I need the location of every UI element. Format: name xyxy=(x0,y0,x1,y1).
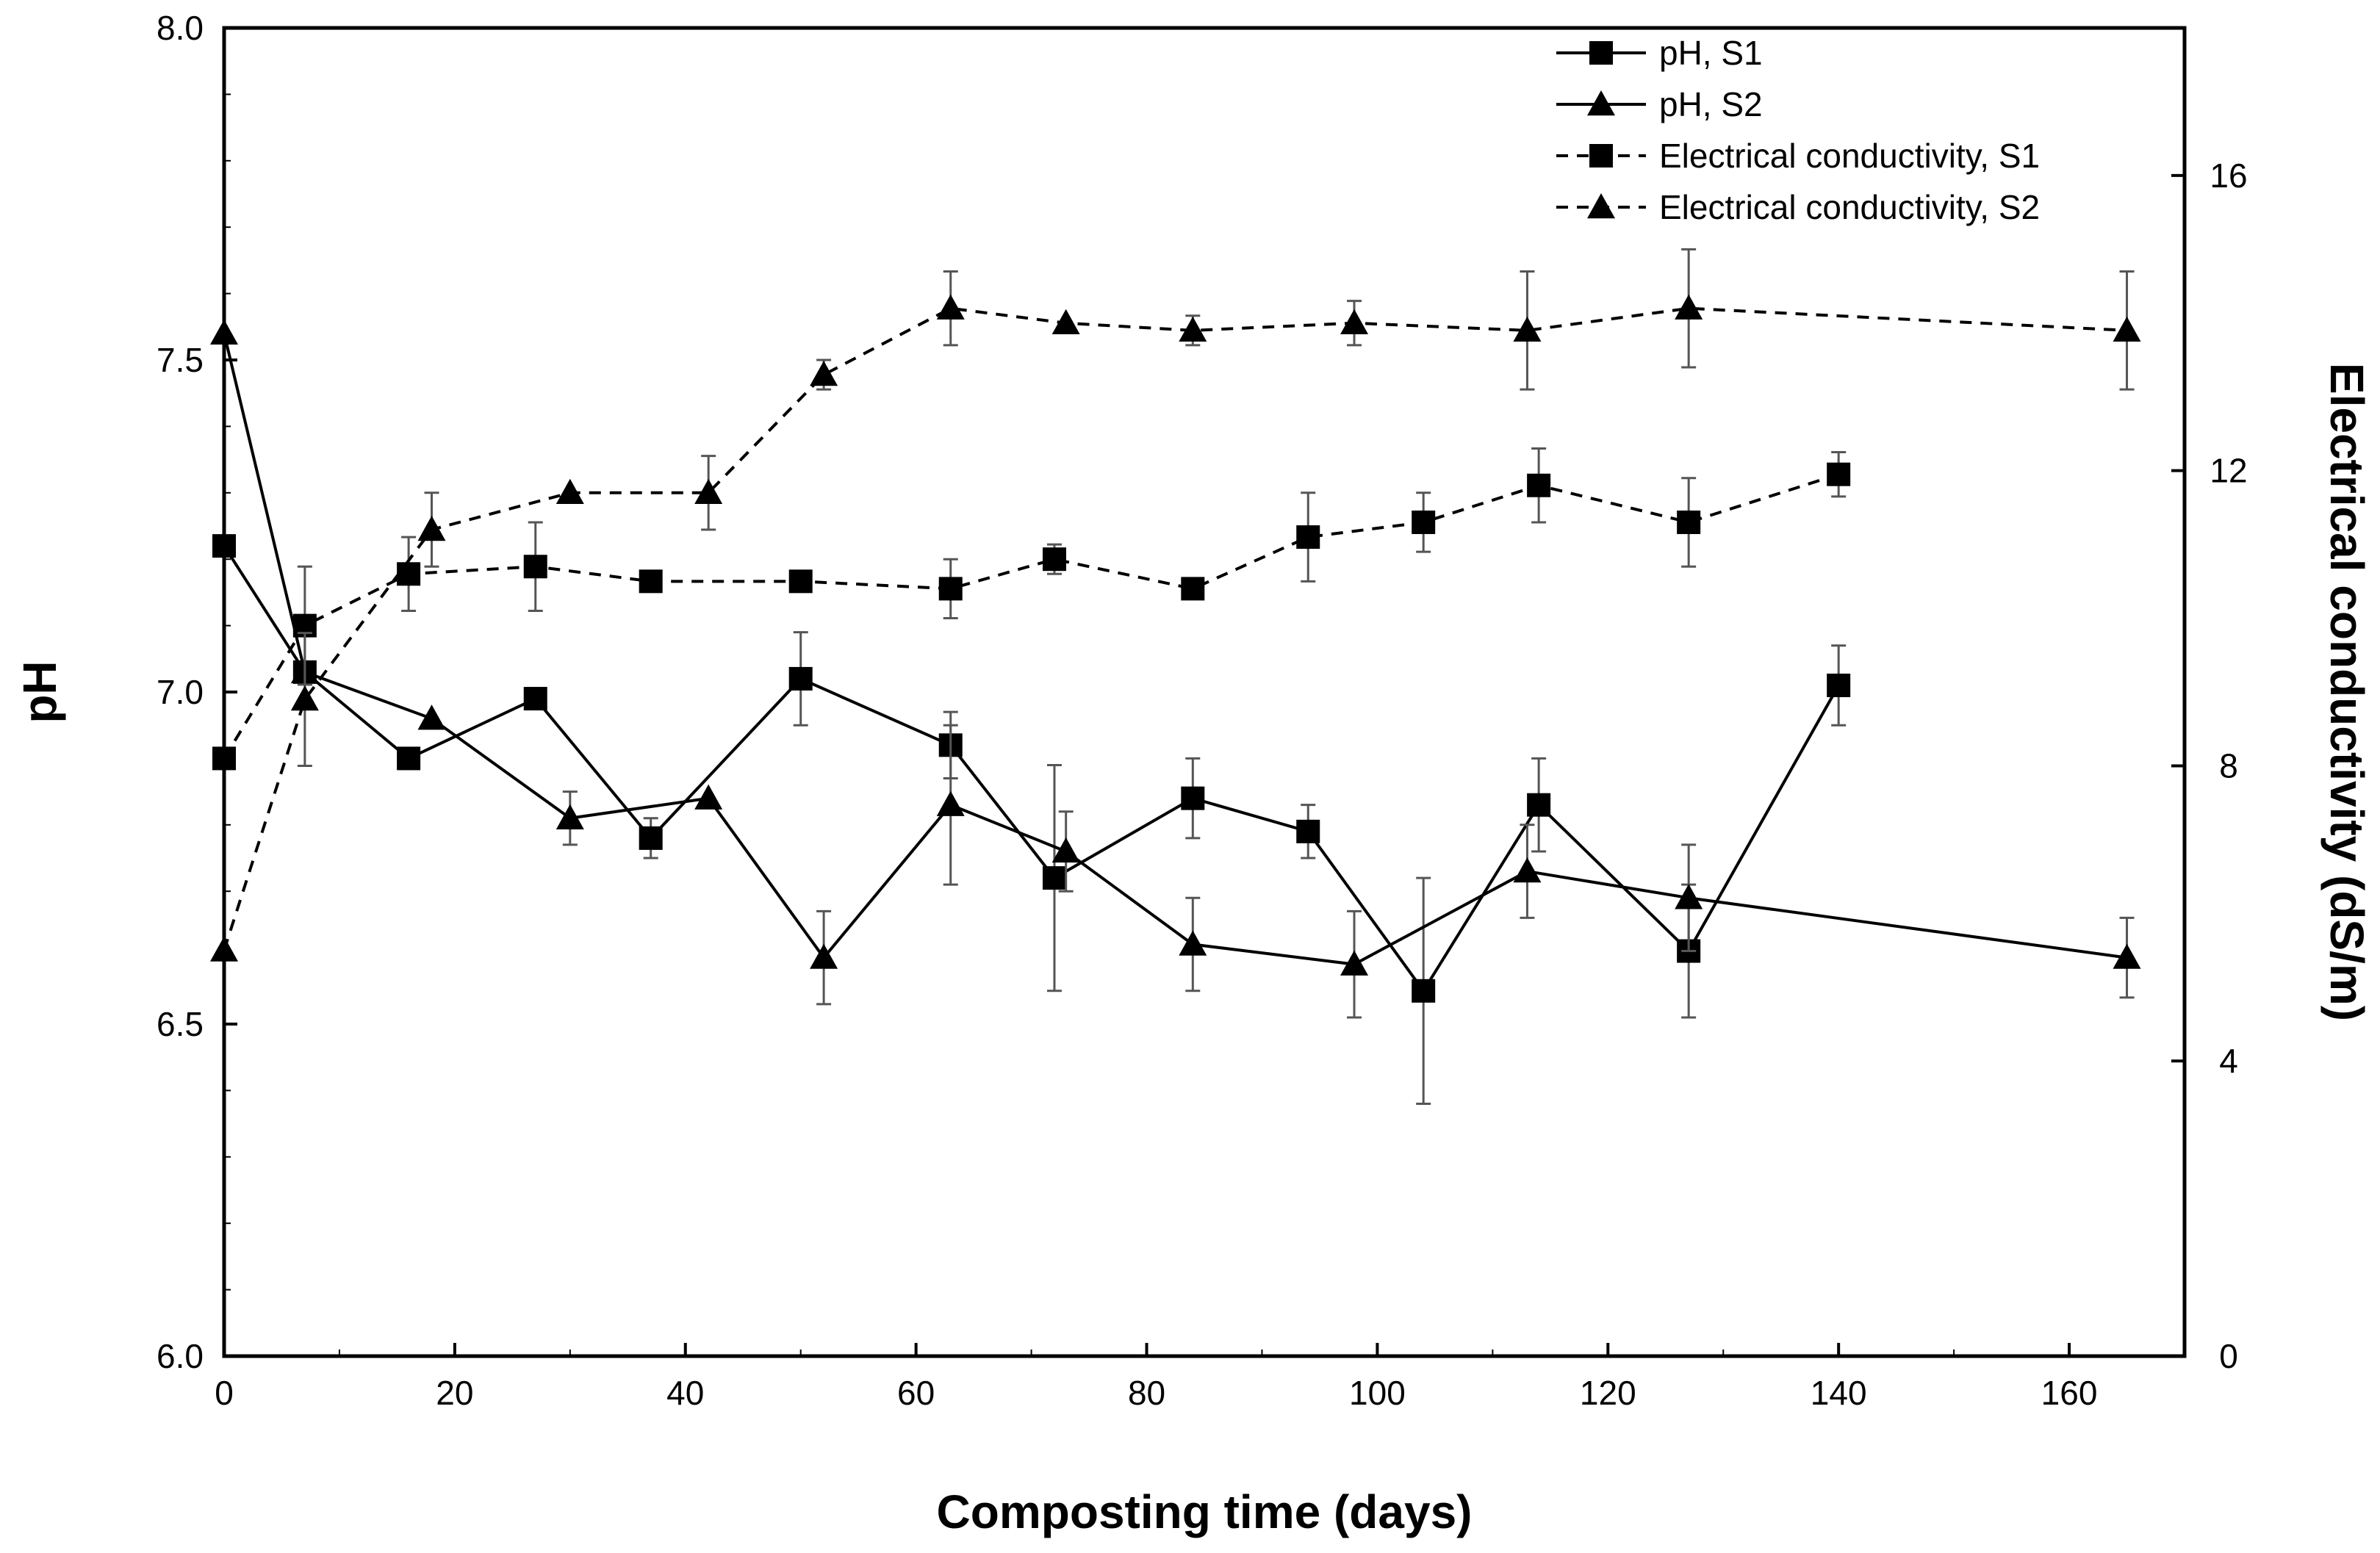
data-point xyxy=(1179,316,1207,342)
data-point xyxy=(810,361,838,386)
left-tick-label: 7.5 xyxy=(157,341,204,379)
data-point xyxy=(1042,547,1066,572)
data-point xyxy=(938,577,963,601)
data-point xyxy=(1179,930,1207,956)
data-point xyxy=(639,826,663,850)
data-point xyxy=(810,943,838,969)
legend-marker xyxy=(1587,90,1615,116)
legend-marker xyxy=(1587,193,1615,219)
legend-marker xyxy=(1589,144,1613,167)
x-tick-label: 0 xyxy=(215,1374,234,1412)
left-axis-title: pH xyxy=(13,660,66,723)
x-axis: 0 20 40 60 80 100 120 140 160 xyxy=(215,1343,2097,1412)
data-point xyxy=(556,478,584,504)
data-point xyxy=(212,746,236,771)
x-tick-label: 100 xyxy=(1349,1374,1406,1412)
series-2 xyxy=(210,319,2141,1019)
legend-item: pH, S1 xyxy=(1556,34,1763,72)
right-tick-label: 0 xyxy=(2219,1337,2238,1375)
data-point xyxy=(1527,793,1551,817)
data-point xyxy=(1051,837,1080,863)
legend: pH, S1 pH, S2 Electrical conductivity, S1 E… xyxy=(1556,34,2040,226)
data-point xyxy=(1827,673,1851,697)
x-tick-label: 60 xyxy=(897,1374,935,1412)
series-4 xyxy=(210,248,2141,962)
x-tick-label: 40 xyxy=(666,1374,704,1412)
data-point xyxy=(2113,943,2141,969)
data-point xyxy=(2113,316,2141,342)
legend-label: Electrical conductivity, S1 xyxy=(1659,137,2040,175)
data-point xyxy=(1412,979,1436,1003)
legend-item: Electrical conductivity, S1 xyxy=(1556,137,2040,175)
data-point xyxy=(1675,294,1703,320)
right-tick-label: 4 xyxy=(2219,1042,2238,1080)
series-layer xyxy=(210,248,2141,1105)
legend-item: Electrical conductivity, S2 xyxy=(1556,188,2040,226)
x-tick-label: 160 xyxy=(2041,1374,2098,1412)
legend-label: Electrical conductivity, S2 xyxy=(1659,188,2040,226)
data-point xyxy=(936,294,965,320)
data-point xyxy=(1675,884,1703,909)
legend-label: pH, S2 xyxy=(1659,85,1763,123)
legend-item: pH, S2 xyxy=(1556,85,1763,123)
series-1 xyxy=(212,534,1851,1105)
right-axis-title: Electrical conductivity (dS/m) xyxy=(2320,363,2373,1021)
x-tick-label: 120 xyxy=(1580,1374,1636,1412)
right-tick-label: 12 xyxy=(2210,452,2247,490)
legend-label: pH, S1 xyxy=(1659,34,1763,72)
left-tick-label: 7.0 xyxy=(157,673,204,711)
series-line xyxy=(223,333,2127,966)
data-point xyxy=(397,746,421,771)
data-point xyxy=(639,569,663,594)
data-point xyxy=(1296,525,1320,550)
data-point xyxy=(1827,462,1851,486)
series-line xyxy=(223,545,1840,994)
legend-marker xyxy=(1589,41,1613,65)
right-tick-label: 16 xyxy=(2210,156,2247,195)
data-point xyxy=(397,562,421,586)
data-point xyxy=(1527,473,1551,497)
data-point xyxy=(417,516,446,541)
data-point xyxy=(1340,309,1369,334)
data-point xyxy=(523,687,547,711)
data-point xyxy=(210,936,238,962)
series-3 xyxy=(212,447,1851,771)
x-tick-label: 80 xyxy=(1128,1374,1165,1412)
left-tick-label: 8.0 xyxy=(157,9,204,47)
data-point xyxy=(788,666,813,691)
data-point xyxy=(1042,866,1066,890)
data-point xyxy=(1340,950,1369,976)
right-tick-label: 8 xyxy=(2219,746,2238,785)
data-point xyxy=(1412,510,1436,534)
data-point xyxy=(556,804,584,829)
series-line xyxy=(223,306,2127,951)
data-point xyxy=(1051,309,1080,334)
left-tick-label: 6.0 xyxy=(157,1337,204,1375)
data-point xyxy=(523,555,547,579)
x-axis-title: Composting time (days) xyxy=(937,1485,1473,1538)
data-point xyxy=(788,569,813,594)
data-point xyxy=(417,705,446,730)
data-point xyxy=(212,534,236,558)
right-axis: 0 4 8 12 16 xyxy=(2171,156,2248,1375)
plot-area xyxy=(222,26,2187,1358)
data-point xyxy=(290,685,319,711)
data-point xyxy=(1677,510,1701,534)
data-point xyxy=(694,784,723,810)
data-point xyxy=(1181,786,1205,810)
data-point xyxy=(1513,316,1542,342)
x-tick-label: 140 xyxy=(1811,1374,1867,1412)
series-line xyxy=(223,472,1839,760)
data-point xyxy=(1296,819,1320,843)
data-point xyxy=(694,478,723,504)
data-point xyxy=(1513,857,1542,883)
data-point xyxy=(936,790,965,816)
data-point xyxy=(1181,577,1205,601)
left-tick-label: 6.5 xyxy=(157,1005,204,1043)
data-point xyxy=(210,319,238,345)
x-tick-label: 20 xyxy=(436,1374,473,1412)
